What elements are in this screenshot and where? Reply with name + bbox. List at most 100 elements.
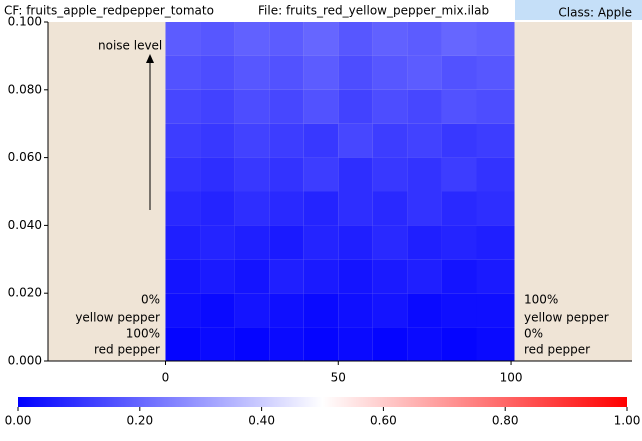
left-annotation: 0% [141, 293, 160, 307]
colorbar-label: 0.00 [5, 414, 32, 428]
colorbar-label: 1.00 [614, 414, 641, 428]
left-annotation: yellow pepper [75, 311, 160, 325]
heatmap-cell [476, 123, 515, 158]
heatmap-cell [372, 89, 408, 124]
heatmap-cell [407, 89, 442, 124]
heatmap-cell [303, 259, 339, 294]
heatmap-cell [200, 327, 235, 361]
heatmap-cell [200, 191, 235, 226]
heatmap-cell [234, 259, 270, 294]
heatmap-cell [234, 55, 270, 90]
arrow-head [146, 54, 154, 63]
y-tick-label: 0.040 [8, 218, 42, 232]
heatmap-cell [338, 123, 373, 158]
heatmap-cell [372, 327, 408, 361]
y-tick-label: 0.100 [8, 15, 42, 29]
heatmap-cell [476, 55, 515, 90]
heatmap-cell [338, 327, 373, 361]
heatmap-cell [372, 22, 408, 56]
right-annotation: yellow pepper [524, 311, 609, 325]
heatmap-cell [269, 191, 304, 226]
heatmap-cell [165, 225, 201, 260]
heatmap-cell [200, 123, 235, 158]
heatmap-cell [338, 55, 373, 90]
heatmap-cell [269, 327, 304, 361]
y-tick-label: 0.020 [8, 286, 42, 300]
heatmap-cell [234, 89, 270, 124]
heatmap-cell [407, 327, 442, 361]
heatmap-cell [165, 123, 201, 158]
colorbar-label: 0.80 [492, 414, 519, 428]
heatmap-cell [441, 123, 477, 158]
cf-label: CF: fruits_apple_redpepper_tomato [4, 4, 214, 18]
heatmap-cell [476, 293, 515, 328]
heatmap-cell [165, 157, 201, 192]
colorbar-label: 0.20 [126, 414, 153, 428]
y-tick-label: 0.080 [8, 82, 42, 96]
left-annotation: 100% [126, 327, 160, 341]
heatmap-cell [372, 123, 408, 158]
right-annotation: 100% [524, 293, 558, 307]
heatmap-cell [407, 55, 442, 90]
class-label: Class: Apple [558, 6, 632, 20]
y-tick-label: 0.060 [8, 150, 42, 164]
heatmap-cell [234, 293, 270, 328]
heatmap-cell [269, 293, 304, 328]
heatmap-cell [338, 157, 373, 192]
heatmap-cell [441, 327, 477, 361]
heatmap-cell [372, 225, 408, 260]
colorbar [18, 397, 627, 407]
heatmap-cell [407, 293, 442, 328]
class-bar [515, 0, 642, 20]
y-tick-label: 0.000 [8, 354, 42, 368]
heatmap-cell [234, 191, 270, 226]
heatmap-cell [476, 191, 515, 226]
heatmap-cell [441, 89, 477, 124]
heatmap-cell [338, 22, 373, 56]
heatmap-cell [338, 225, 373, 260]
heatmap-cell [407, 157, 442, 192]
heatmap-cell [441, 157, 477, 192]
heatmap-cell [165, 293, 201, 328]
heatmap-cell [441, 293, 477, 328]
heatmap-cell [476, 22, 515, 56]
right-annotation: 0% [524, 327, 543, 341]
heatmap-cell [407, 22, 442, 56]
heatmap-cell [303, 191, 339, 226]
heatmap-cell [338, 191, 373, 226]
heatmap-cell [200, 89, 235, 124]
heatmap-cell [441, 225, 477, 260]
heatmap-cell [372, 55, 408, 90]
heatmap-cell [165, 22, 201, 56]
heatmap-cell [234, 157, 270, 192]
heatmap-cell [441, 191, 477, 226]
heatmap-cell [269, 123, 304, 158]
x-tick-label: 0 [162, 371, 170, 385]
heatmap-cell [269, 55, 304, 90]
heatmap-cell [338, 259, 373, 294]
heatmap-cell [338, 293, 373, 328]
heatmap-cell [200, 22, 235, 56]
left-annotation: red pepper [94, 343, 160, 357]
heatmap-cell [234, 225, 270, 260]
x-tick-label: 100 [500, 371, 523, 385]
heatmap-cell [303, 123, 339, 158]
heatmap-cell [269, 22, 304, 56]
heatmap-cell [269, 157, 304, 192]
heatmap-cell [372, 191, 408, 226]
heatmap-cell [407, 259, 442, 294]
heatmap-cell [200, 157, 235, 192]
heatmap-cell [269, 225, 304, 260]
heatmap-cell [200, 259, 235, 294]
heatmap-cell [165, 89, 201, 124]
heatmap-cell [165, 327, 201, 361]
heatmap-cell [200, 55, 235, 90]
colorbar-label: 0.60 [370, 414, 397, 428]
heatmap-cell [234, 123, 270, 158]
heatmap-cell [269, 89, 304, 124]
heatmap-cell [372, 293, 408, 328]
heatmap-cell [303, 55, 339, 90]
heatmap-cell [476, 225, 515, 260]
file-label: File: fruits_red_yellow_pepper_mix.ilab [258, 4, 489, 18]
heatmap-cell [338, 89, 373, 124]
